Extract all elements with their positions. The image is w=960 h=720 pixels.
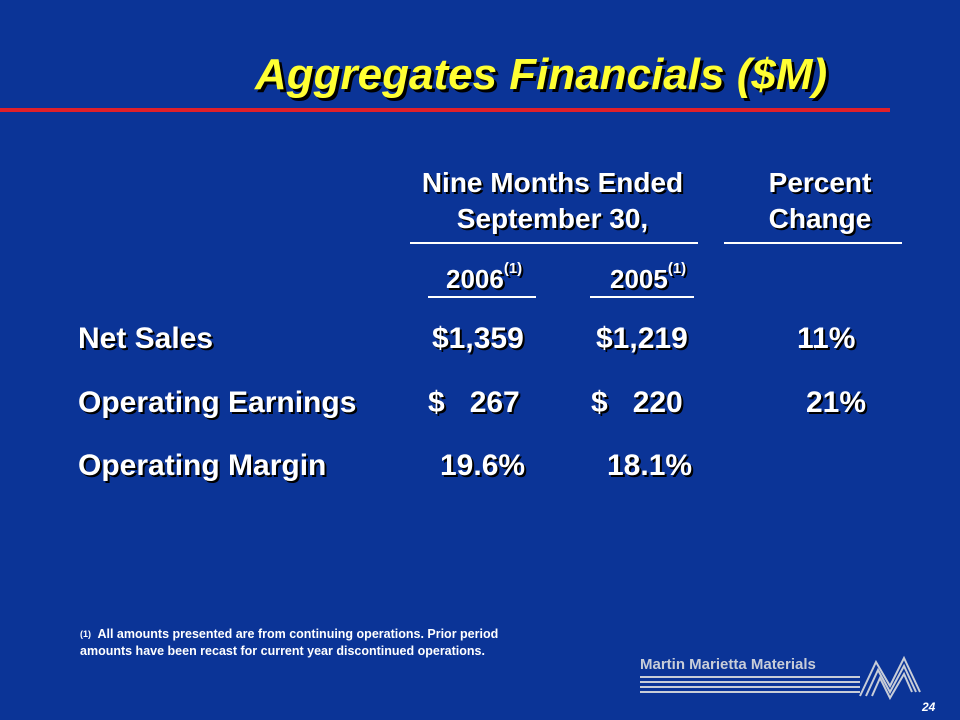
mountain-logo-icon	[859, 655, 921, 700]
period-header-line2: September 30,	[456, 203, 649, 234]
row-label-net-sales: Net Sales	[78, 322, 214, 355]
year-2006-label: 2006	[446, 264, 504, 294]
net-sales-2005: $1,219	[596, 322, 688, 355]
year-2005-label: 2005	[610, 264, 668, 294]
page-number: 24	[922, 700, 936, 714]
period-header-rule	[410, 242, 698, 244]
net-sales-2006: $1,359	[432, 322, 524, 355]
operating-earnings-2006: $ 267	[428, 386, 520, 419]
year-2005-footnote-marker: (1)	[667, 260, 687, 277]
footnote-marker: (1)	[80, 629, 91, 639]
year-2006-footnote-marker: (1)	[503, 260, 523, 277]
change-header-line1: Percent	[768, 167, 872, 198]
slide-title: Aggregates Financials ($M)	[255, 50, 828, 99]
change-header: Percent Change	[740, 165, 900, 237]
company-logo-stripes	[640, 676, 860, 696]
operating-margin-2005: 18.1%	[607, 449, 693, 482]
period-header: Nine Months Ended September 30,	[400, 165, 705, 237]
row-label-operating-earnings: Operating Earnings	[78, 386, 357, 419]
year-2006-header: 2006(1)	[446, 260, 522, 295]
year-2006-rule	[428, 296, 536, 298]
company-logo-text: Martin Marietta Materials	[640, 656, 816, 673]
title-underline	[0, 108, 890, 112]
year-2005-header: 2005(1)	[610, 260, 686, 295]
period-header-line1: Nine Months Ended	[421, 167, 684, 198]
net-sales-change: 11%	[797, 322, 856, 355]
change-header-rule	[724, 242, 902, 244]
change-header-line2: Change	[768, 203, 872, 234]
operating-margin-2006: 19.6%	[440, 449, 526, 482]
row-label-operating-margin: Operating Margin	[78, 449, 327, 482]
footnote-text: All amounts presented are from continuin…	[80, 627, 499, 658]
operating-earnings-change: 21%	[806, 386, 867, 419]
operating-earnings-2005: $ 220	[591, 386, 683, 419]
footnote: (1) All amounts presented are from conti…	[80, 626, 550, 660]
year-2005-rule	[590, 296, 694, 298]
